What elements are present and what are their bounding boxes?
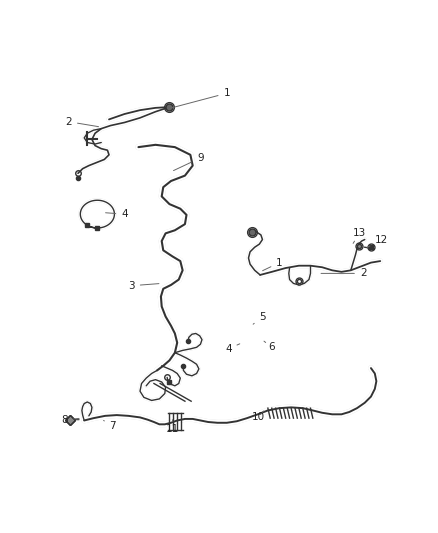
- Text: 11: 11: [166, 419, 179, 434]
- Text: 1: 1: [171, 88, 230, 108]
- Text: 10: 10: [252, 411, 265, 422]
- Text: 6: 6: [264, 341, 275, 352]
- Text: 12: 12: [367, 235, 389, 247]
- Text: 1: 1: [263, 257, 283, 271]
- Text: 7: 7: [103, 421, 116, 431]
- Text: 4: 4: [106, 209, 128, 219]
- Text: 4: 4: [225, 344, 240, 354]
- Text: 9: 9: [173, 153, 204, 171]
- Text: 2: 2: [65, 117, 99, 127]
- Text: 2: 2: [321, 269, 367, 278]
- Text: 5: 5: [253, 311, 266, 324]
- Text: 3: 3: [128, 281, 159, 290]
- Text: 8: 8: [61, 415, 79, 425]
- Text: 13: 13: [353, 228, 366, 244]
